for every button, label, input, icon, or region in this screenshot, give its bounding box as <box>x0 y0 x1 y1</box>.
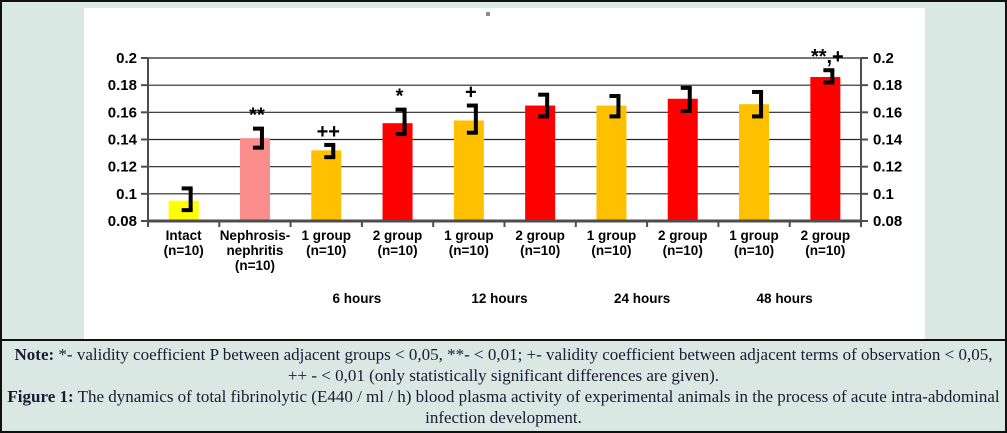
y-tick-label-right: 0.18 <box>873 77 902 94</box>
category-label: (n=10) <box>164 243 204 258</box>
bar <box>739 104 770 221</box>
y-tick-label-left: 0.14 <box>108 132 138 149</box>
category-label: (n=10) <box>377 243 417 258</box>
note-text: *- validity coefficient P between adjace… <box>54 345 993 385</box>
note-label: Note: <box>14 345 55 364</box>
bar <box>596 105 627 221</box>
category-label: nephritis <box>226 243 283 258</box>
category-label: (n=10) <box>520 243 560 258</box>
category-label: Nephrosis- <box>220 228 291 243</box>
bar <box>239 138 270 221</box>
figure-text: The dynamics of total fibrinolytic (E440… <box>73 387 1000 427</box>
category-label: (n=10) <box>663 243 703 258</box>
bar <box>810 77 841 222</box>
bar <box>311 150 342 221</box>
category-label: (n=10) <box>734 243 774 258</box>
category-label: (n=10) <box>235 258 275 273</box>
bar <box>525 105 556 221</box>
significance-marker: + <box>465 82 477 104</box>
category-label: 2 group <box>658 228 708 243</box>
time-group-label: 12 hours <box>471 291 527 306</box>
bar <box>453 120 484 221</box>
y-tick-label-left: 0.1 <box>116 186 137 203</box>
caption-divider <box>2 339 1005 341</box>
bar-chart: 0.2 0.2 0.18 0.18 0.16 0.16 0.14 0.14 0.12 0.12 0.… <box>84 8 925 339</box>
category-label: (n=10) <box>591 243 631 258</box>
bar <box>382 123 413 221</box>
y-tick-label-right: 0.2 <box>873 50 894 67</box>
time-group-label: 6 hours <box>333 291 382 306</box>
note-line: Note: *- validity coefficient P between … <box>6 344 1001 386</box>
plot-background <box>84 8 925 339</box>
y-tick-label-left: 0.18 <box>108 77 137 94</box>
y-tick-label-right: 0.12 <box>873 159 902 176</box>
category-label: 2 group <box>515 228 565 243</box>
figure-line: Figure 1: The dynamics of total fibrinol… <box>6 386 1001 428</box>
category-label: 2 group <box>373 228 423 243</box>
y-tick-label-right: 0.08 <box>873 213 902 230</box>
category-label: 1 group <box>302 228 352 243</box>
y-tick-label-left: 0.08 <box>108 213 137 230</box>
y-tick-label-left: 0.12 <box>108 159 137 176</box>
figure-label: Figure 1: <box>7 387 74 406</box>
category-label: Intact <box>166 228 203 243</box>
time-group-label: 48 hours <box>757 291 813 306</box>
y-tick-label-right: 0.16 <box>873 104 902 121</box>
figure-caption: Note: *- validity coefficient P between … <box>2 341 1005 431</box>
significance-marker: ++ <box>317 121 340 143</box>
significance-marker: * <box>396 86 404 108</box>
y-tick-label-right: 0.1 <box>873 186 894 203</box>
time-group-label: 24 hours <box>614 291 670 306</box>
category-label: (n=10) <box>805 243 845 258</box>
category-label: 1 group <box>444 228 494 243</box>
category-label: 1 group <box>729 228 779 243</box>
y-tick-label-left: 0.16 <box>108 104 137 121</box>
bar <box>667 98 698 221</box>
stray-mark <box>486 12 490 16</box>
significance-marker: **,+ <box>811 46 844 68</box>
y-tick-label-left: 0.2 <box>116 50 137 67</box>
significance-marker: ** <box>249 105 265 127</box>
category-label: (n=10) <box>306 243 346 258</box>
category-label: 2 group <box>801 228 851 243</box>
y-tick-label-right: 0.14 <box>873 132 903 149</box>
category-label: (n=10) <box>449 243 489 258</box>
category-label: 1 group <box>587 228 637 243</box>
